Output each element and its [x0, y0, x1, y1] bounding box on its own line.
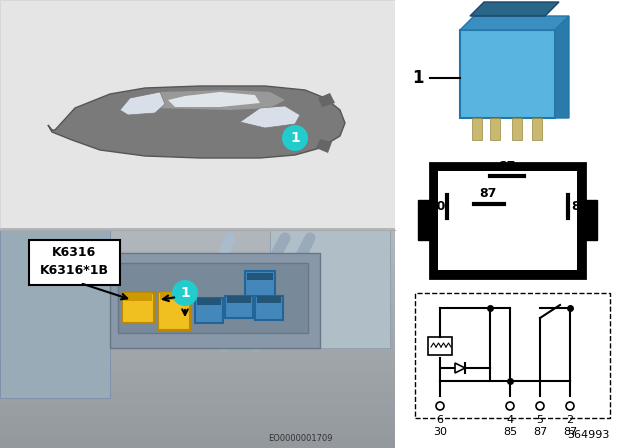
- Text: 85: 85: [503, 427, 517, 437]
- Bar: [438, 171, 577, 270]
- Bar: [158, 292, 190, 330]
- Bar: [0, 283, 395, 294]
- Bar: [418, 200, 430, 240]
- Bar: [0, 371, 395, 382]
- Text: 5: 5: [536, 415, 543, 425]
- Text: 6: 6: [436, 415, 444, 425]
- Bar: [0, 349, 395, 360]
- Bar: [0, 228, 395, 239]
- Text: 1: 1: [290, 131, 300, 145]
- Text: K6316*1B: K6316*1B: [40, 263, 109, 276]
- Bar: [0, 338, 395, 349]
- Text: 30: 30: [429, 199, 446, 212]
- Circle shape: [172, 280, 198, 306]
- Bar: [0, 230, 395, 448]
- Bar: [395, 0, 640, 448]
- Polygon shape: [130, 90, 285, 110]
- Bar: [0, 261, 395, 272]
- Circle shape: [536, 402, 544, 410]
- Bar: [195, 298, 223, 323]
- Polygon shape: [240, 106, 300, 128]
- Text: 87: 87: [563, 427, 577, 437]
- Polygon shape: [48, 86, 345, 158]
- Polygon shape: [168, 92, 260, 107]
- Polygon shape: [120, 92, 165, 115]
- Circle shape: [282, 125, 308, 151]
- Bar: [0, 0, 395, 230]
- Text: 4: 4: [506, 415, 513, 425]
- Polygon shape: [318, 93, 335, 107]
- Bar: [110, 253, 320, 348]
- Text: 2: 2: [566, 415, 573, 425]
- Polygon shape: [555, 16, 569, 118]
- Bar: [245, 271, 275, 296]
- Text: 1: 1: [180, 286, 190, 300]
- Bar: [0, 393, 395, 404]
- Bar: [247, 273, 273, 280]
- Text: 30: 30: [433, 427, 447, 437]
- Bar: [0, 415, 395, 426]
- Text: 87: 87: [533, 427, 547, 437]
- Bar: [0, 404, 395, 415]
- Bar: [0, 239, 395, 250]
- Text: K6316: K6316: [52, 246, 96, 258]
- Bar: [255, 296, 283, 320]
- Bar: [585, 200, 597, 240]
- Text: 1: 1: [413, 69, 424, 87]
- Bar: [0, 437, 395, 448]
- Text: 85: 85: [571, 199, 588, 212]
- Bar: [118, 263, 308, 333]
- Bar: [0, 294, 395, 305]
- FancyBboxPatch shape: [29, 240, 120, 284]
- Polygon shape: [470, 2, 559, 16]
- Bar: [532, 118, 542, 140]
- Bar: [0, 327, 395, 338]
- Circle shape: [436, 402, 444, 410]
- Bar: [225, 296, 253, 318]
- Bar: [512, 118, 522, 140]
- Bar: [122, 293, 154, 323]
- Bar: [0, 426, 395, 437]
- Circle shape: [566, 402, 574, 410]
- Text: 87: 87: [479, 187, 497, 200]
- Polygon shape: [460, 16, 569, 30]
- Bar: [0, 360, 395, 371]
- Bar: [270, 230, 390, 348]
- Polygon shape: [316, 139, 332, 153]
- Bar: [430, 163, 585, 278]
- Text: 364993: 364993: [568, 430, 610, 440]
- Bar: [428, 337, 452, 355]
- Text: 87: 87: [499, 160, 516, 173]
- Bar: [197, 298, 221, 305]
- Bar: [227, 296, 251, 303]
- Bar: [0, 250, 395, 261]
- Bar: [460, 30, 555, 118]
- Bar: [124, 293, 152, 301]
- Bar: [160, 292, 188, 300]
- Bar: [472, 118, 482, 140]
- Bar: [0, 382, 395, 393]
- Text: EO0000001709: EO0000001709: [268, 434, 332, 443]
- Bar: [0, 316, 395, 327]
- Polygon shape: [455, 363, 465, 373]
- Bar: [257, 296, 281, 303]
- Bar: [490, 118, 500, 140]
- Circle shape: [506, 402, 514, 410]
- Bar: [415, 293, 610, 418]
- Bar: [0, 305, 395, 316]
- Bar: [0, 230, 110, 398]
- Bar: [0, 272, 395, 283]
